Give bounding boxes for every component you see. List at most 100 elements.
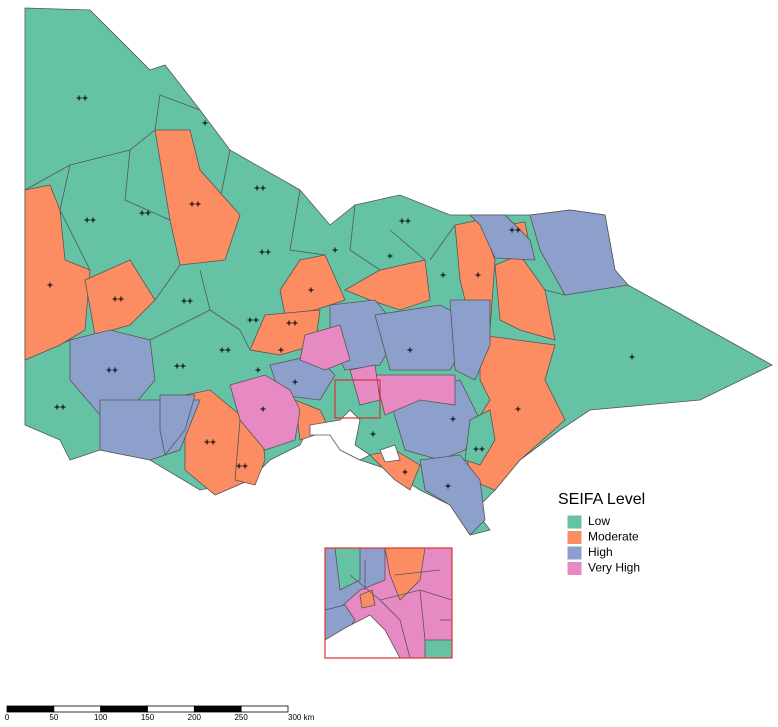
region	[464, 334, 566, 491]
centroid-marker	[189, 201, 195, 207]
inset-map	[324, 547, 453, 659]
region-boundary	[154, 264, 181, 301]
inset-frame	[324, 547, 453, 659]
centroid-marker	[278, 347, 284, 353]
green-region	[464, 409, 496, 466]
legend-title: SEIFA Level	[558, 491, 645, 508]
centroid-marker	[82, 95, 88, 101]
scale-label: 250	[234, 713, 248, 722]
centroid-marker	[255, 367, 261, 373]
centroid-marker	[90, 217, 96, 223]
centroid-marker	[84, 217, 90, 223]
region	[154, 129, 241, 266]
centroid-marker	[112, 367, 118, 373]
region	[84, 259, 156, 336]
centroid-marker	[253, 317, 259, 323]
centroid-marker	[440, 272, 446, 278]
centroid-marker	[265, 249, 271, 255]
bay	[309, 409, 371, 461]
region	[529, 209, 629, 296]
scale-segment	[240, 705, 289, 713]
scale-segment	[6, 705, 55, 713]
centroid-marker	[387, 253, 393, 259]
legend-label: Low	[588, 514, 610, 528]
centroid-marker	[260, 406, 266, 412]
region	[419, 454, 486, 536]
centroid-marker	[479, 446, 485, 452]
region-boundary	[24, 129, 156, 191]
region	[344, 259, 431, 311]
centroid-marker	[308, 287, 314, 293]
centroid-marker	[286, 320, 292, 326]
region	[299, 324, 351, 371]
scale-label: 0	[5, 713, 10, 722]
centroid-marker	[475, 272, 481, 278]
scale-label: 100	[94, 713, 108, 722]
scale-label: 50	[49, 713, 58, 722]
centroid-marker	[515, 227, 521, 233]
centroid-marker	[450, 416, 456, 422]
region	[249, 309, 321, 356]
inset-locator	[334, 379, 381, 419]
centroid-marker	[473, 446, 479, 452]
region-boundary	[389, 229, 426, 261]
centroid-marker	[180, 363, 186, 369]
region-boundary	[59, 164, 71, 211]
region-boundary	[429, 224, 456, 261]
inset-region	[424, 639, 453, 659]
centroid-marker	[145, 210, 151, 216]
region	[69, 329, 156, 416]
centroid-marker	[445, 483, 451, 489]
centroid-marker	[225, 347, 231, 353]
centroid-marker	[54, 404, 60, 410]
inset-region	[359, 589, 376, 609]
region	[374, 374, 456, 416]
centroid-marker	[292, 320, 298, 326]
centroid-marker	[402, 469, 408, 475]
centroid-marker	[60, 404, 66, 410]
region-boundary	[154, 94, 201, 131]
centroid-marker	[187, 298, 193, 304]
centroid-marker	[118, 296, 124, 302]
bay	[379, 444, 401, 463]
centroid-marker	[195, 201, 201, 207]
region-boundary	[544, 289, 566, 296]
centroid-marker	[399, 218, 405, 224]
region	[24, 184, 91, 361]
centroid-marker	[174, 363, 180, 369]
region-boundary	[59, 209, 91, 271]
region-boundary	[349, 204, 381, 271]
centroid-marker	[210, 439, 216, 445]
centroid-marker	[515, 406, 521, 412]
centroid-marker	[76, 95, 82, 101]
inset-boundary	[394, 569, 441, 576]
centroid-marker	[405, 218, 411, 224]
centroid-marker	[106, 367, 112, 373]
legend-swatch	[566, 514, 583, 530]
centroid-marker	[236, 463, 242, 469]
scale-label: 300 km	[288, 713, 315, 722]
legend-swatch	[566, 561, 583, 576]
regions	[24, 7, 773, 536]
inset-boundary	[419, 589, 426, 641]
scale-segment	[193, 705, 242, 713]
centroid-marker	[219, 347, 225, 353]
scale-label: 200	[188, 713, 202, 722]
legend-label: Very High	[588, 561, 640, 575]
region-boundary	[199, 269, 211, 311]
legend-label: Moderate	[588, 530, 639, 544]
region	[159, 394, 196, 456]
centroid-marker	[407, 347, 413, 353]
centroid-marker	[254, 185, 260, 191]
centroid-marker	[139, 210, 145, 216]
centroid-marker	[247, 317, 253, 323]
region	[469, 214, 536, 261]
region-boundary	[289, 189, 326, 256]
legend-label: High	[588, 545, 613, 559]
centroid-marker	[204, 439, 210, 445]
centroid-marker	[259, 249, 265, 255]
scale-segment	[100, 705, 148, 713]
centroid-marker	[181, 298, 187, 304]
scale-segment	[53, 705, 102, 713]
